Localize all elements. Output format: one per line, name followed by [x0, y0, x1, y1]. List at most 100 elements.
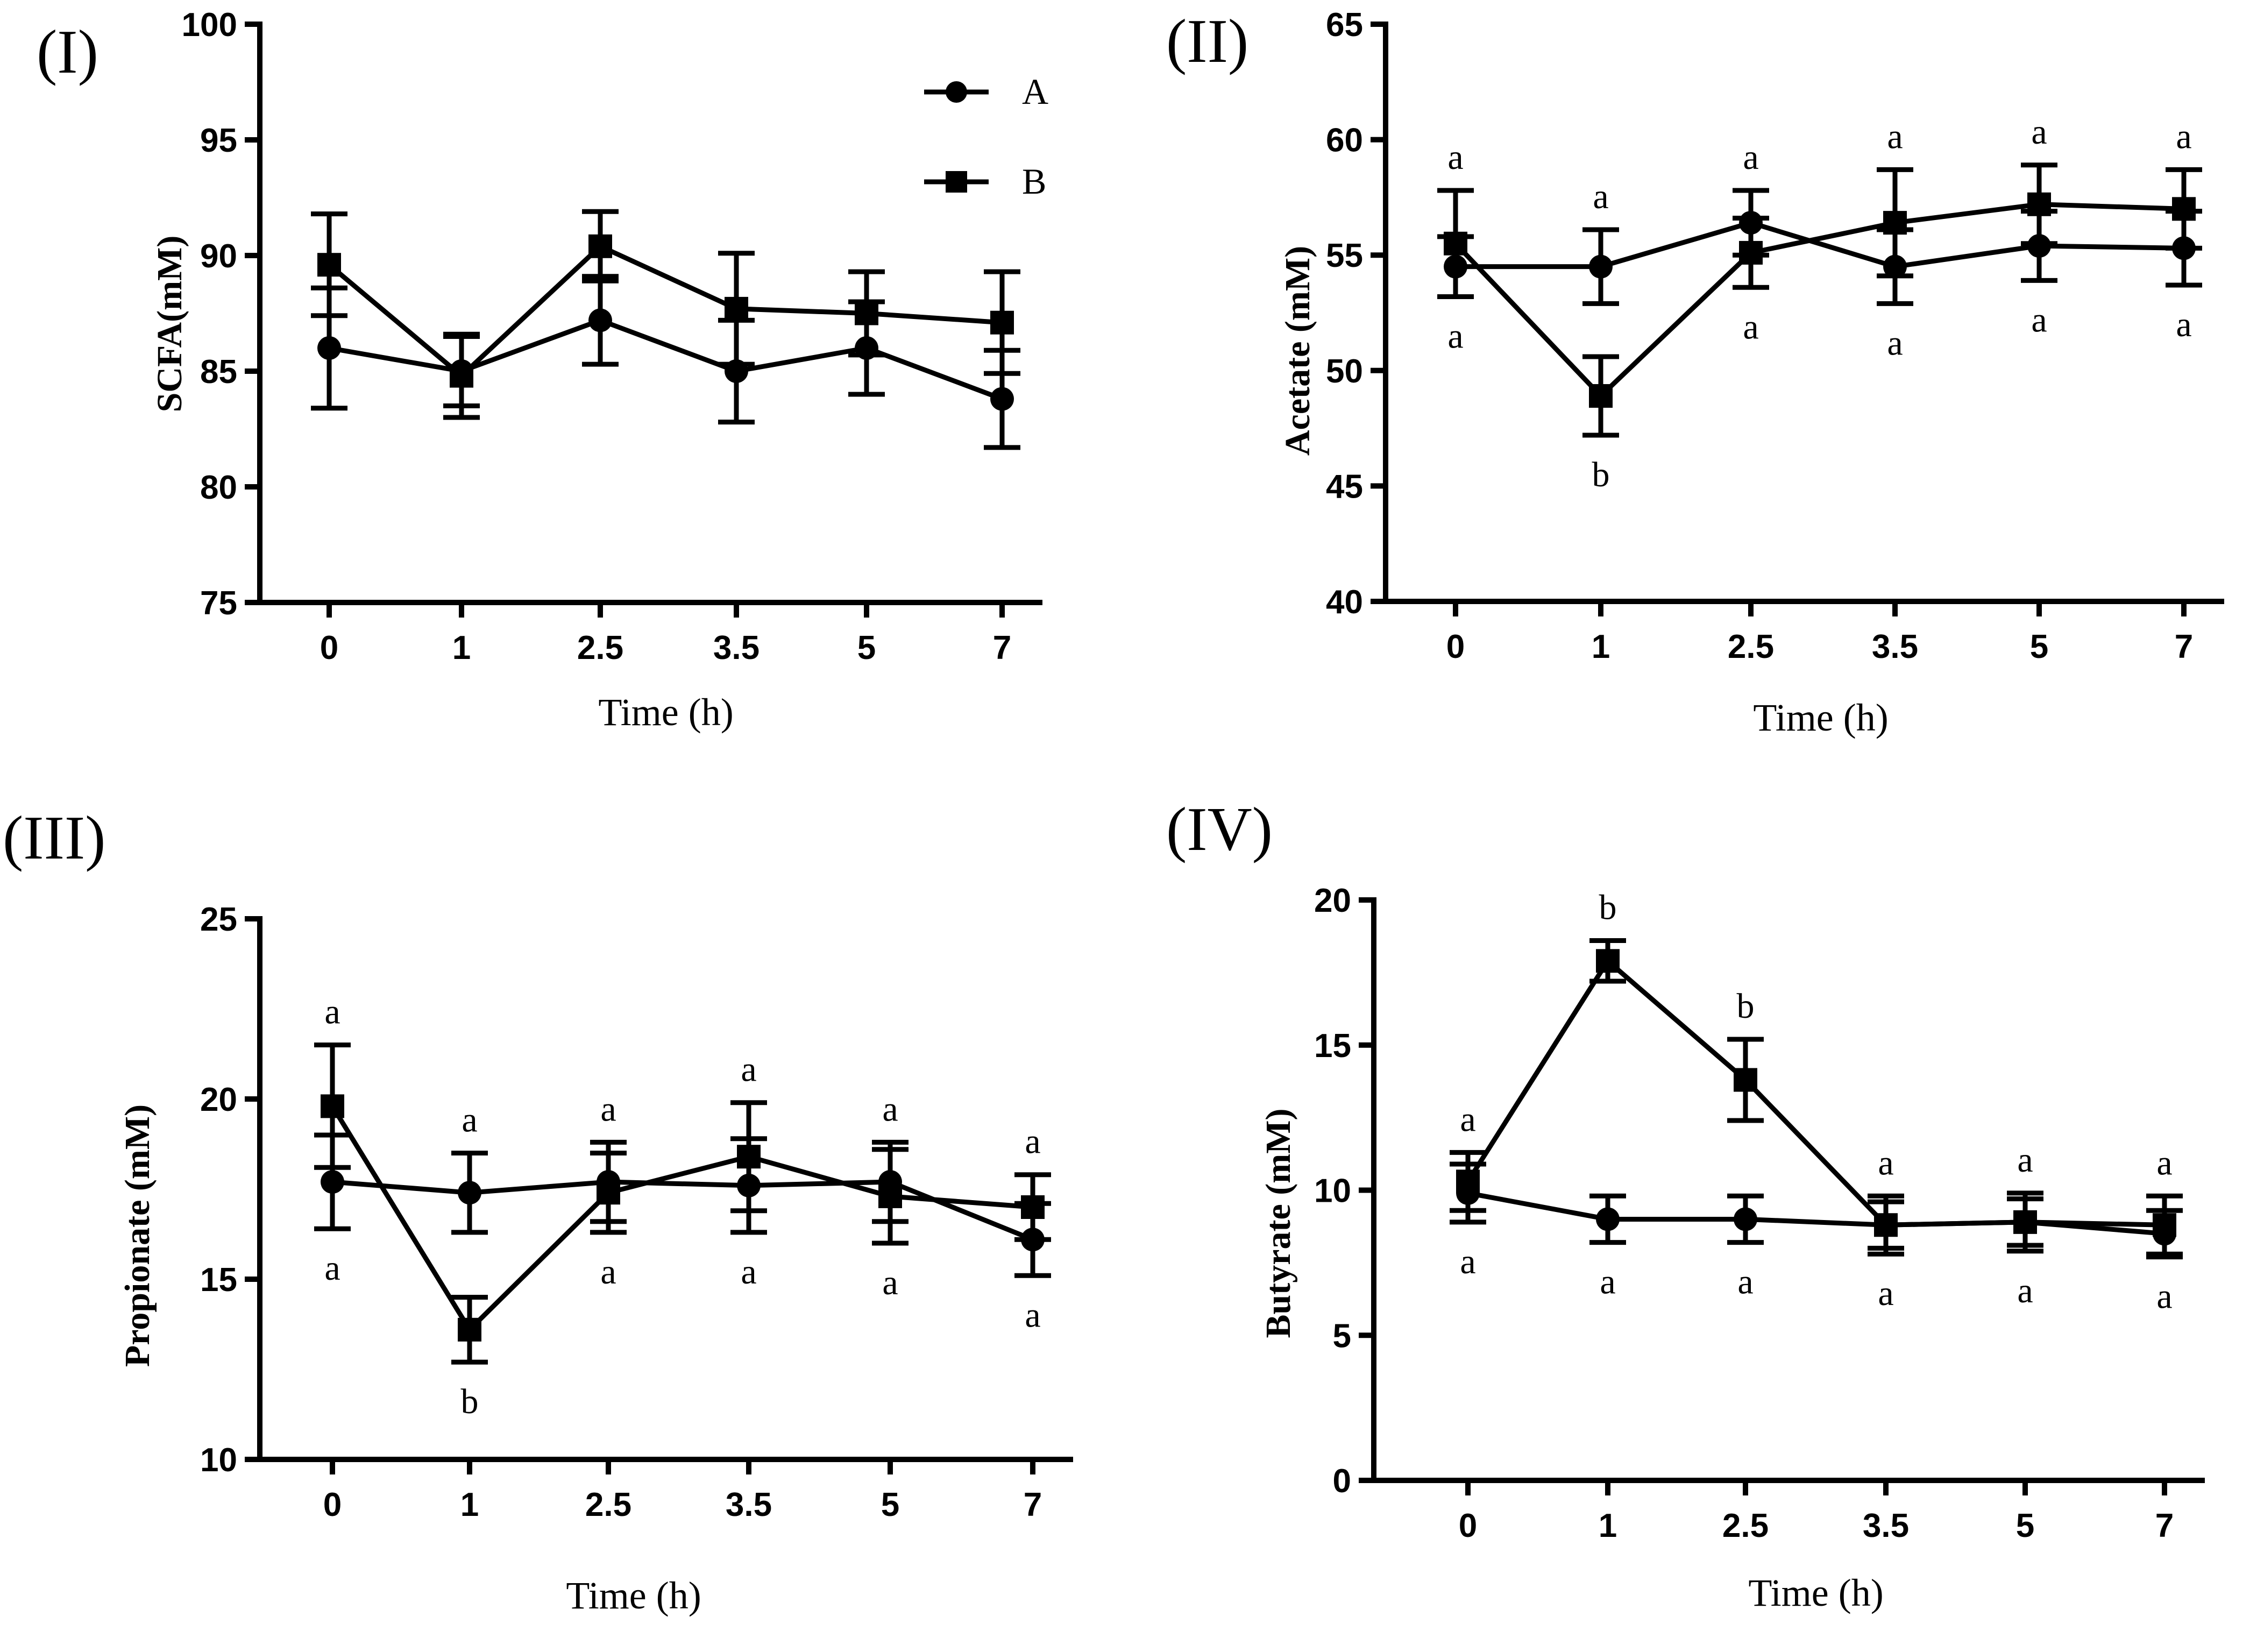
x-tick-label: 2.5: [577, 629, 623, 667]
x-tick-label: 1: [452, 629, 471, 667]
significance-layer: a a a b a a a a a a a a: [1447, 112, 2191, 494]
x-axis-title: Time (h): [566, 1574, 701, 1617]
data-point-a: [1734, 1207, 1757, 1231]
data-point-a: [1589, 254, 1613, 279]
y-tick-label: 15: [200, 1261, 237, 1299]
significance-layer: a a a b a a a a a a a a: [324, 992, 1040, 1422]
significance-letter-bottom: a: [1447, 316, 1463, 356]
legend: A B: [924, 71, 1048, 202]
data-point-a: [1596, 1207, 1620, 1231]
data-point-b: [1444, 231, 1467, 256]
panel-acetate: (II) Acetate (mM) Time (h) 40 45 50 55 60 65 0…: [1166, 6, 2224, 739]
significance-letter-bottom: a: [882, 1263, 898, 1302]
significance-letter-top: b: [1737, 987, 1755, 1026]
data-point-a: [458, 1181, 481, 1205]
significance-letter-top: a: [741, 1050, 756, 1089]
data-point-b: [1596, 949, 1620, 973]
y-tick-label: 10: [1314, 1173, 1351, 1210]
significance-letter-top: a: [1743, 138, 1758, 177]
x-tick-label: 3.5: [726, 1486, 772, 1523]
y-tick-label: 80: [200, 469, 237, 506]
significance-letter-bottom: a: [1743, 307, 1758, 346]
y-tick-label: 10: [200, 1442, 237, 1479]
data-point-b: [2027, 192, 2051, 216]
data-point-a: [321, 1170, 344, 1194]
significance-letter-top: a: [2031, 112, 2047, 152]
y-tick-label: 55: [1326, 237, 1363, 274]
x-tick-label: 0: [320, 629, 338, 667]
x-tick-label: 3.5: [1872, 628, 1918, 665]
data-point-b: [597, 1181, 620, 1205]
data-point-a: [990, 387, 1014, 411]
data-point-b: [2172, 197, 2196, 221]
significance-letter-bottom: a: [2031, 300, 2047, 339]
x-tick-label: 7: [1024, 1486, 1042, 1523]
significance-letter-top: a: [324, 992, 340, 1032]
data-point-b: [1739, 240, 1763, 265]
significance-letter-bottom: a: [2156, 1277, 2172, 1316]
legend-label-a: A: [1022, 71, 1048, 112]
significance-letter-top: a: [2156, 1143, 2172, 1182]
y-tick-label: 65: [1326, 6, 1363, 44]
y-tick-label: 95: [200, 122, 237, 159]
y-tick-label: 0: [1333, 1463, 1351, 1500]
series-line-a: [329, 317, 1003, 401]
data-point-b: [990, 310, 1014, 335]
series-layer: [1450, 938, 2183, 1260]
y-tick-label: 100: [182, 6, 237, 44]
y-tick-label: 15: [1314, 1027, 1351, 1065]
axes: 40 45 50 55 60 65 0 1 2.5 3.5 5 7: [1326, 6, 2224, 665]
data-point-b: [1874, 1213, 1898, 1237]
x-tick-label: 5: [881, 1486, 899, 1523]
x-tick-label: 5: [857, 629, 876, 667]
data-point-b: [2013, 1210, 2037, 1234]
x-axis-title: Time (h): [598, 691, 733, 734]
x-tick-label: 5: [2016, 1507, 2034, 1544]
axes: 0 5 10 15 20 0 1 2.5 3.5 5 7: [1314, 882, 2205, 1544]
x-tick-label: 7: [2155, 1507, 2174, 1544]
data-point-a: [588, 308, 612, 332]
x-axis-title: Time (h): [1753, 696, 1888, 739]
y-tick-label: 50: [1326, 353, 1363, 390]
significance-letter-top: a: [1460, 1100, 1475, 1139]
significance-letter-bottom: a: [2017, 1271, 2033, 1310]
x-tick-label: 3.5: [713, 629, 760, 667]
data-point-b: [878, 1184, 902, 1208]
y-tick-label: 85: [200, 353, 237, 391]
y-tick-label: 40: [1326, 584, 1363, 621]
series-line-b: [1453, 202, 2184, 400]
series-line-a: [332, 1179, 1034, 1242]
data-point-b: [737, 1145, 761, 1169]
data-point-b: [321, 1094, 344, 1118]
significance-letter-bottom: a: [600, 1252, 616, 1292]
data-point-b: [1456, 1169, 1480, 1194]
y-tick-label: 20: [200, 1081, 237, 1118]
data-point-b: [2153, 1213, 2176, 1237]
significance-letter-bottom: a: [1600, 1263, 1615, 1302]
data-point-b: [588, 234, 612, 258]
significance-letter-bottom: a: [1878, 1274, 1893, 1313]
data-point-b: [317, 253, 341, 277]
x-tick-label: 2.5: [1728, 628, 1774, 665]
data-point-b: [1734, 1068, 1757, 1092]
significance-letter-bottom: a: [324, 1249, 340, 1288]
significance-letter-bottom: b: [1592, 455, 1610, 494]
axes: 10 15 20 25 0 1 2.5 3.5 5 7: [200, 901, 1073, 1523]
significance-letter-top: a: [1887, 117, 1903, 156]
panel-label: (I): [37, 18, 98, 86]
y-axis-title: Propionate (mM): [118, 1104, 157, 1367]
panel-propionate: (III) Propionate (mM) Time (h) 101520250…: [3, 804, 1073, 1617]
x-axis-title: Time (h): [1748, 1571, 1883, 1614]
data-point-b: [1883, 211, 1907, 235]
x-tick-label: 1: [1599, 1507, 1617, 1544]
series-line-b: [328, 243, 1003, 379]
data-point-b: [1021, 1195, 1045, 1219]
x-tick-label: 2.5: [1722, 1507, 1769, 1544]
significance-letter-bottom: a: [1460, 1242, 1475, 1281]
series-line-b: [330, 1105, 1033, 1334]
significance-letter-top: a: [600, 1089, 616, 1129]
data-point-a: [317, 336, 341, 360]
significance-letter-top: a: [1025, 1122, 1040, 1161]
